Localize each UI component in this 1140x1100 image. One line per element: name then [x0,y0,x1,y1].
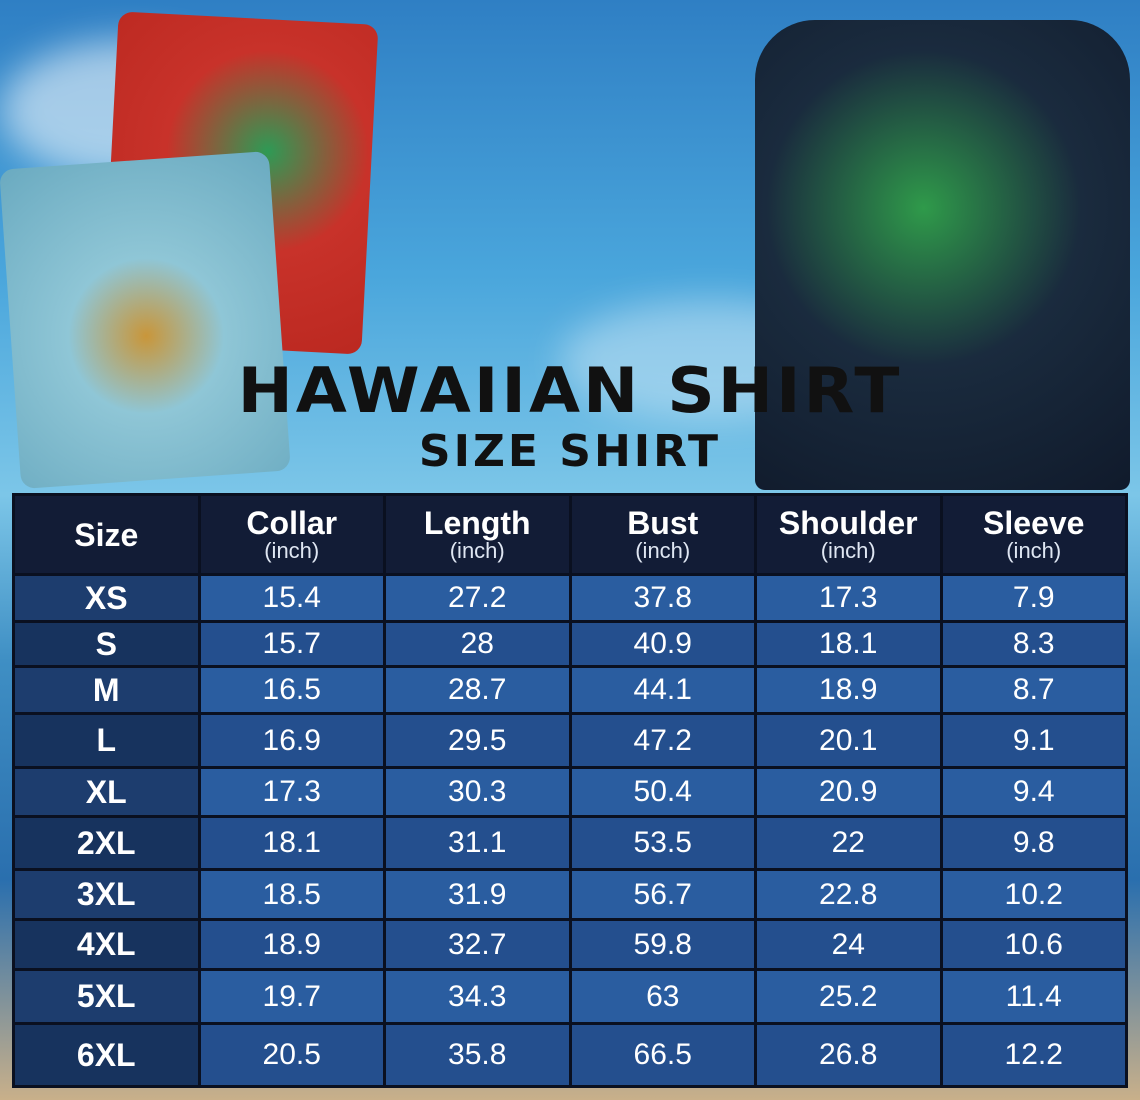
table-header-row: Size Collar (inch) Length (inch) Bust (inch) Sh… [12,493,1128,576]
table-row: 4XL 18.9 32.7 59.8 24 10.6 [12,918,1128,971]
size-cell: 6XL [12,1022,201,1088]
column-label: Shoulder [778,504,918,541]
value-cell: 28.7 [383,665,572,715]
size-cell: L [12,712,201,769]
table-row: XL 17.3 30.3 50.4 20.9 9.4 [12,766,1128,818]
size-cell: M [12,665,201,715]
column-unit: (inch) [1006,537,1062,563]
value-cell: 9.8 [939,815,1128,871]
value-cell: 7.9 [939,573,1128,623]
value-cell: 50.4 [568,766,757,818]
column-unit: (inch) [635,537,691,563]
column-header-bust: Bust (inch) [568,493,757,576]
value-cell: 10.6 [939,918,1128,971]
value-cell: 22.8 [754,868,943,921]
value-cell: 30.3 [383,766,572,818]
value-cell: 10.2 [939,868,1128,921]
value-cell: 20.9 [754,766,943,818]
value-cell: 20.5 [197,1022,386,1088]
value-cell: 47.2 [568,712,757,769]
value-cell: 35.8 [383,1022,572,1088]
table-row: L 16.9 29.5 47.2 20.1 9.1 [12,712,1128,769]
size-cell: XL [12,766,201,818]
column-header-size: Size [12,493,201,576]
value-cell: 34.3 [383,968,572,1025]
value-cell: 15.4 [197,573,386,623]
column-header-shoulder: Shoulder (inch) [754,493,943,576]
value-cell: 8.7 [939,665,1128,715]
value-cell: 40.9 [568,620,757,668]
column-header-sleeve: Sleeve (inch) [939,493,1128,576]
table-row: M 16.5 28.7 44.1 18.9 8.7 [12,665,1128,715]
value-cell: 19.7 [197,968,386,1025]
value-cell: 9.1 [939,712,1128,769]
table-row: 3XL 18.5 31.9 56.7 22.8 10.2 [12,868,1128,921]
value-cell: 18.9 [197,918,386,971]
value-cell: 24 [754,918,943,971]
value-cell: 18.5 [197,868,386,921]
value-cell: 22 [754,815,943,871]
size-cell: S [12,620,201,668]
value-cell: 32.7 [383,918,572,971]
column-unit: (inch) [820,537,876,563]
column-label: Sleeve [983,504,1085,541]
value-cell: 28 [383,620,572,668]
value-cell: 18.1 [754,620,943,668]
value-cell: 37.8 [568,573,757,623]
column-unit: (inch) [264,537,320,563]
flamingo-shirt-model-image [755,20,1130,490]
column-unit: (inch) [449,537,505,563]
value-cell: 63 [568,968,757,1025]
column-header-length: Length (inch) [383,493,572,576]
size-cell: 4XL [12,918,201,971]
value-cell: 20.1 [754,712,943,769]
value-cell: 8.3 [939,620,1128,668]
value-cell: 31.9 [383,868,572,921]
column-label: Collar [246,504,338,541]
value-cell: 29.5 [383,712,572,769]
table-row: 5XL 19.7 34.3 63 25.2 11.4 [12,968,1128,1025]
table-row: 6XL 20.5 35.8 66.5 26.8 12.2 [12,1022,1128,1088]
column-label: Size [74,516,139,553]
page-title: HAWAIIAN SHIRT [237,353,903,428]
value-cell: 18.9 [754,665,943,715]
column-header-collar: Collar (inch) [197,493,386,576]
table-row: S 15.7 28 40.9 18.1 8.3 [12,620,1128,668]
value-cell: 59.8 [568,918,757,971]
value-cell: 53.5 [568,815,757,871]
value-cell: 31.1 [383,815,572,871]
column-label: Bust [627,504,699,541]
size-cell: 5XL [12,968,201,1025]
page-subtitle: SIZE SHIRT [418,426,722,477]
value-cell: 15.7 [197,620,386,668]
column-label: Length [423,504,531,541]
value-cell: 26.8 [754,1022,943,1088]
value-cell: 17.3 [197,766,386,818]
value-cell: 56.7 [568,868,757,921]
size-cell: XS [12,573,201,623]
size-cell: 3XL [12,868,201,921]
value-cell: 25.2 [754,968,943,1025]
value-cell: 27.2 [383,573,572,623]
table-row: XS 15.4 27.2 37.8 17.3 7.9 [12,573,1128,623]
value-cell: 16.5 [197,665,386,715]
value-cell: 66.5 [568,1022,757,1088]
value-cell: 11.4 [939,968,1128,1025]
value-cell: 18.1 [197,815,386,871]
value-cell: 17.3 [754,573,943,623]
value-cell: 9.4 [939,766,1128,818]
table-row: 2XL 18.1 31.1 53.5 22 9.8 [12,815,1128,871]
value-cell: 12.2 [939,1022,1128,1088]
size-cell: 2XL [12,815,201,871]
value-cell: 16.9 [197,712,386,769]
size-chart-table: Size Collar (inch) Length (inch) Bust (inch) Sh… [12,493,1128,1088]
value-cell: 44.1 [568,665,757,715]
